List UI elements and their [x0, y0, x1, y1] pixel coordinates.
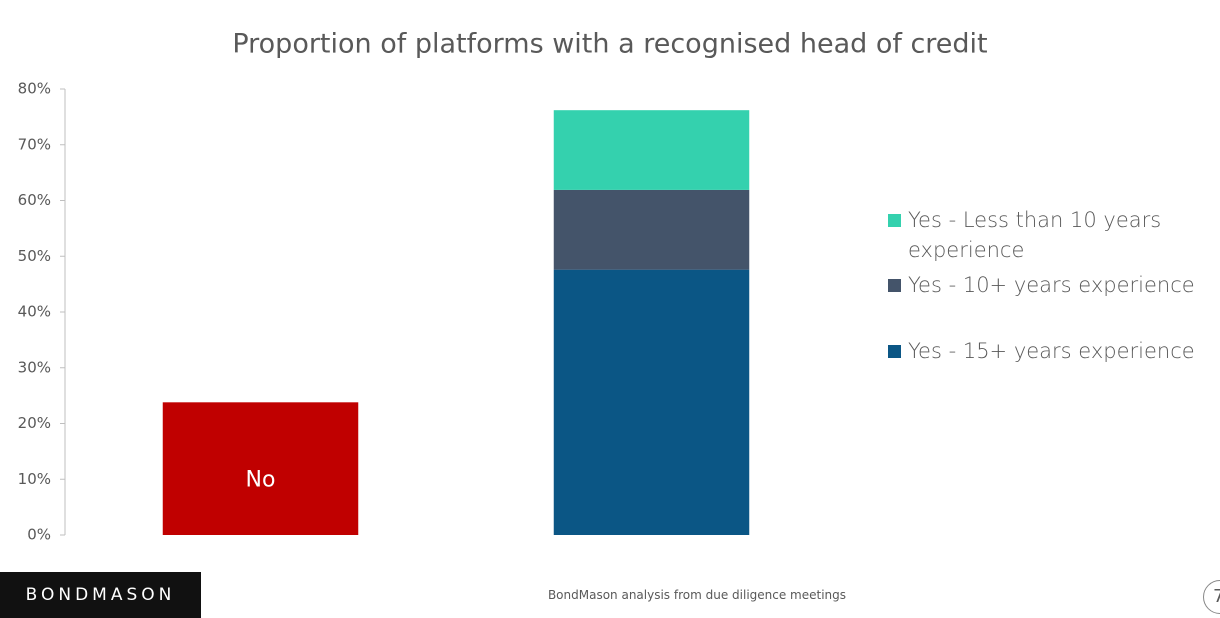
- bar-segment: [553, 269, 750, 535]
- legend-item: Yes - 15+ years experience: [888, 336, 1218, 366]
- y-tick-label: 20%: [18, 414, 51, 432]
- legend-swatch: [888, 214, 901, 227]
- page-number: 7: [1203, 580, 1220, 614]
- legend-item: Yes - 10+ years experience: [888, 270, 1218, 300]
- legend-swatch: [888, 279, 901, 292]
- bar-label: No: [246, 468, 276, 493]
- y-tick-label: 80%: [18, 80, 51, 98]
- y-tick-label: 10%: [18, 470, 51, 488]
- legend-label: Yes - 15+ years experience: [908, 339, 1195, 363]
- legend-item: Yes - Less than 10 years experience: [888, 205, 1218, 265]
- y-tick-label: 0%: [27, 526, 51, 544]
- y-tick-label: 70%: [18, 135, 51, 153]
- y-tick-label: 40%: [18, 303, 51, 321]
- y-tick-label: 50%: [18, 247, 51, 265]
- legend-label: Yes - Less than 10 years experience: [908, 208, 1162, 262]
- legend-swatch: [888, 345, 901, 358]
- y-tick-label: 30%: [18, 358, 51, 376]
- bar-segment: [162, 402, 359, 535]
- source-note: BondMason analysis from due diligence me…: [547, 588, 847, 602]
- y-tick-label: 60%: [18, 191, 51, 209]
- bar-segment: [553, 189, 750, 270]
- chart-title: Proportion of platforms with a recognise…: [232, 29, 987, 60]
- legend-label: Yes - 10+ years experience: [908, 273, 1195, 297]
- bar-segment: [553, 110, 750, 190]
- chart: Proportion of platforms with a recognise…: [18, 29, 988, 544]
- logo: BONDMASON: [0, 572, 201, 618]
